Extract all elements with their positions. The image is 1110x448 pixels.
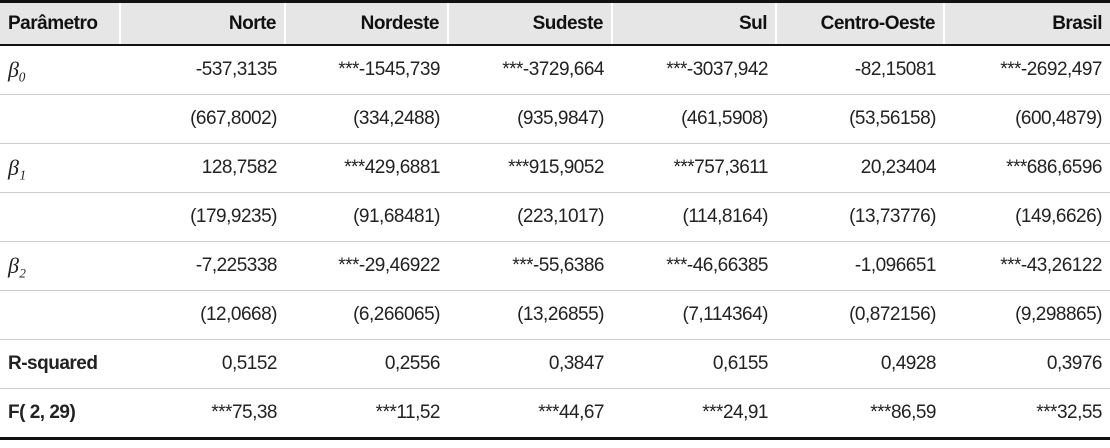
value-cell: -82,15081: [776, 45, 944, 95]
header-cell: Nordeste: [284, 1, 448, 46]
value-cell: ***86,59: [870, 402, 936, 423]
value-cell: ***686,6596: [944, 143, 1110, 193]
value-cell: (13,26855): [448, 290, 612, 340]
value-cell: ***757,3611: [612, 143, 776, 193]
value-cell: (13,73776): [776, 192, 944, 242]
row-label: R-squared: [0, 339, 120, 389]
table-body: β₀ -537,3135 ***-1545,739 ***-3729,664 ***-3…: [0, 45, 1110, 439]
row-label: F( 2, 29): [8, 402, 76, 423]
value-cell: (179,9235): [120, 192, 285, 242]
value-cell: ***-2692,497: [944, 45, 1110, 95]
table-row: (179,9235) (91,68481) (223,1017) (114,8164)…: [0, 192, 1110, 242]
value-cell: ***32,55: [1036, 402, 1102, 423]
value-cell: (7,114364): [612, 290, 776, 340]
header-cell: Brasil: [943, 1, 1110, 46]
value-cell: -1,096651: [776, 241, 944, 291]
value-cell: ***-55,6386: [448, 241, 612, 291]
value-cell: (223,1017): [448, 192, 612, 242]
row-label: [0, 192, 120, 242]
value-cell: ***-29,46922: [285, 241, 448, 291]
value-cell: (9,298865): [944, 290, 1110, 340]
value-cell: ***-3037,942: [612, 45, 776, 95]
table-row: R-squared 0,5152 0,2556 0,3847 0,6155 0,4928 0…: [0, 339, 1110, 389]
value-cell: 0,3847: [448, 339, 612, 389]
value-cell: (6,266065): [285, 290, 448, 340]
value-cell: ***429,6881: [285, 143, 448, 193]
value-cell: -7,225338: [120, 241, 285, 291]
row-label: [0, 94, 120, 144]
value-cell: ***44,67: [538, 402, 604, 423]
value-cell: ***915,9052: [448, 143, 612, 193]
value-cell: (53,56158): [776, 94, 944, 144]
row-label: β₀: [0, 45, 120, 95]
header-cell: Sudeste: [447, 1, 612, 46]
table-row: F( 2, 29) ***75,38 ***11,52 ***44,67 ***24,9…: [0, 389, 1110, 439]
value-cell: (12,0668): [120, 290, 285, 340]
table-row: (667,8002) (334,2488) (935,9847) (461,5908)…: [0, 94, 1110, 144]
header-cell: Parâmetro: [0, 1, 120, 46]
table-row: (12,0668) (6,266065) (13,26855) (7,114364)(…: [0, 290, 1110, 340]
value-cell: (91,68481): [285, 192, 448, 242]
value-cell: (149,6626): [944, 192, 1110, 242]
value-cell: ***-1545,739: [285, 45, 448, 95]
value-cell: ***11,52: [375, 402, 441, 423]
value-cell: ***75,38: [211, 402, 277, 423]
value-cell: ***-46,66385: [612, 241, 776, 291]
value-cell: (935,9847): [448, 94, 612, 144]
value-cell: ***-43,26122: [944, 241, 1110, 291]
row-label: β₂: [0, 241, 120, 291]
value-cell: (114,8164): [612, 192, 776, 242]
table-row: β₁ 128,7582 ***429,6881 ***915,9052 ***757,3…: [0, 143, 1110, 193]
value-cell: -537,3135: [120, 45, 285, 95]
value-cell: (0,872156): [776, 290, 944, 340]
value-cell: 0,5152: [120, 339, 285, 389]
value-cell: 0,3976: [944, 339, 1110, 389]
value-cell: 0,6155: [612, 339, 776, 389]
value-cell: 0,4928: [776, 339, 944, 389]
table-row: β₂ -7,225338 ***-29,46922 ***-55,6386 ***-46…: [0, 241, 1110, 291]
table-row: β₀ -537,3135 ***-1545,739 ***-3729,664 ***-3…: [0, 45, 1110, 95]
value-cell: (600,4879): [944, 94, 1110, 144]
value-cell: (334,2488): [285, 94, 448, 144]
header-cell: Norte: [119, 1, 285, 46]
header-cell: Sul: [611, 1, 776, 46]
value-cell: (667,8002): [120, 94, 285, 144]
row-label: β₁: [0, 143, 120, 193]
value-cell: ***-3729,664: [448, 45, 612, 95]
header-cell: Centro-Oeste: [775, 1, 944, 46]
value-cell: 0,2556: [285, 339, 448, 389]
value-cell: 128,7582: [120, 143, 285, 193]
header-row: Parâmetro Norte Nordeste Sudeste Sul Centro-O…: [0, 1, 1110, 46]
value-cell: ***24,91: [702, 402, 768, 423]
value-cell: (461,5908): [612, 94, 776, 144]
row-label: [0, 290, 120, 340]
value-cell: 20,23404: [776, 143, 944, 193]
